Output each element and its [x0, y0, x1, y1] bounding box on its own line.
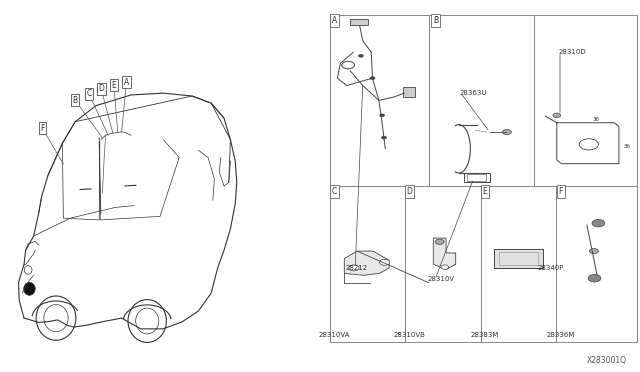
Text: 28383M: 28383M: [471, 332, 499, 338]
Bar: [499, 252, 538, 265]
Bar: [467, 174, 486, 181]
Circle shape: [349, 265, 359, 271]
Text: E: E: [483, 187, 488, 196]
Text: 28336M: 28336M: [547, 332, 575, 338]
Text: 28310VA: 28310VA: [318, 332, 350, 338]
Bar: [534, 15, 637, 186]
Text: C: C: [86, 89, 92, 98]
Text: B: B: [433, 16, 438, 25]
Circle shape: [370, 77, 375, 80]
Text: 36: 36: [593, 116, 600, 122]
Bar: [330, 15, 429, 186]
Circle shape: [502, 129, 511, 135]
Circle shape: [588, 275, 601, 282]
Bar: [494, 249, 543, 268]
Text: F: F: [40, 124, 44, 133]
Circle shape: [592, 219, 605, 227]
Polygon shape: [344, 251, 389, 275]
Text: D: D: [98, 84, 104, 93]
Bar: [405, 186, 481, 342]
Circle shape: [381, 136, 387, 139]
Circle shape: [380, 259, 390, 265]
Text: A: A: [124, 78, 129, 87]
Text: C: C: [332, 187, 337, 196]
Circle shape: [24, 282, 35, 295]
Text: 28310V: 28310V: [428, 276, 454, 282]
Circle shape: [435, 239, 444, 244]
Polygon shape: [433, 238, 456, 270]
Text: A: A: [332, 16, 337, 25]
Text: B: B: [72, 96, 78, 105]
Bar: [429, 15, 534, 186]
Text: 28340P: 28340P: [538, 265, 564, 271]
Circle shape: [589, 248, 598, 254]
Text: 28310VB: 28310VB: [394, 332, 426, 338]
Bar: [350, 19, 368, 25]
Text: D: D: [406, 187, 413, 196]
Text: 28310D: 28310D: [558, 49, 586, 55]
Bar: [330, 186, 405, 342]
Text: X283001Q: X283001Q: [588, 356, 627, 365]
Circle shape: [441, 265, 449, 269]
Circle shape: [358, 54, 364, 57]
Text: 36: 36: [624, 144, 630, 150]
Text: F: F: [559, 187, 563, 196]
Bar: [556, 186, 637, 342]
Circle shape: [380, 114, 385, 117]
Bar: [464, 173, 490, 182]
Text: 28212: 28212: [346, 265, 368, 271]
Bar: [403, 87, 415, 97]
Bar: [481, 186, 556, 342]
Text: 28363U: 28363U: [460, 90, 487, 96]
Circle shape: [553, 113, 561, 118]
Text: E: E: [111, 81, 116, 90]
